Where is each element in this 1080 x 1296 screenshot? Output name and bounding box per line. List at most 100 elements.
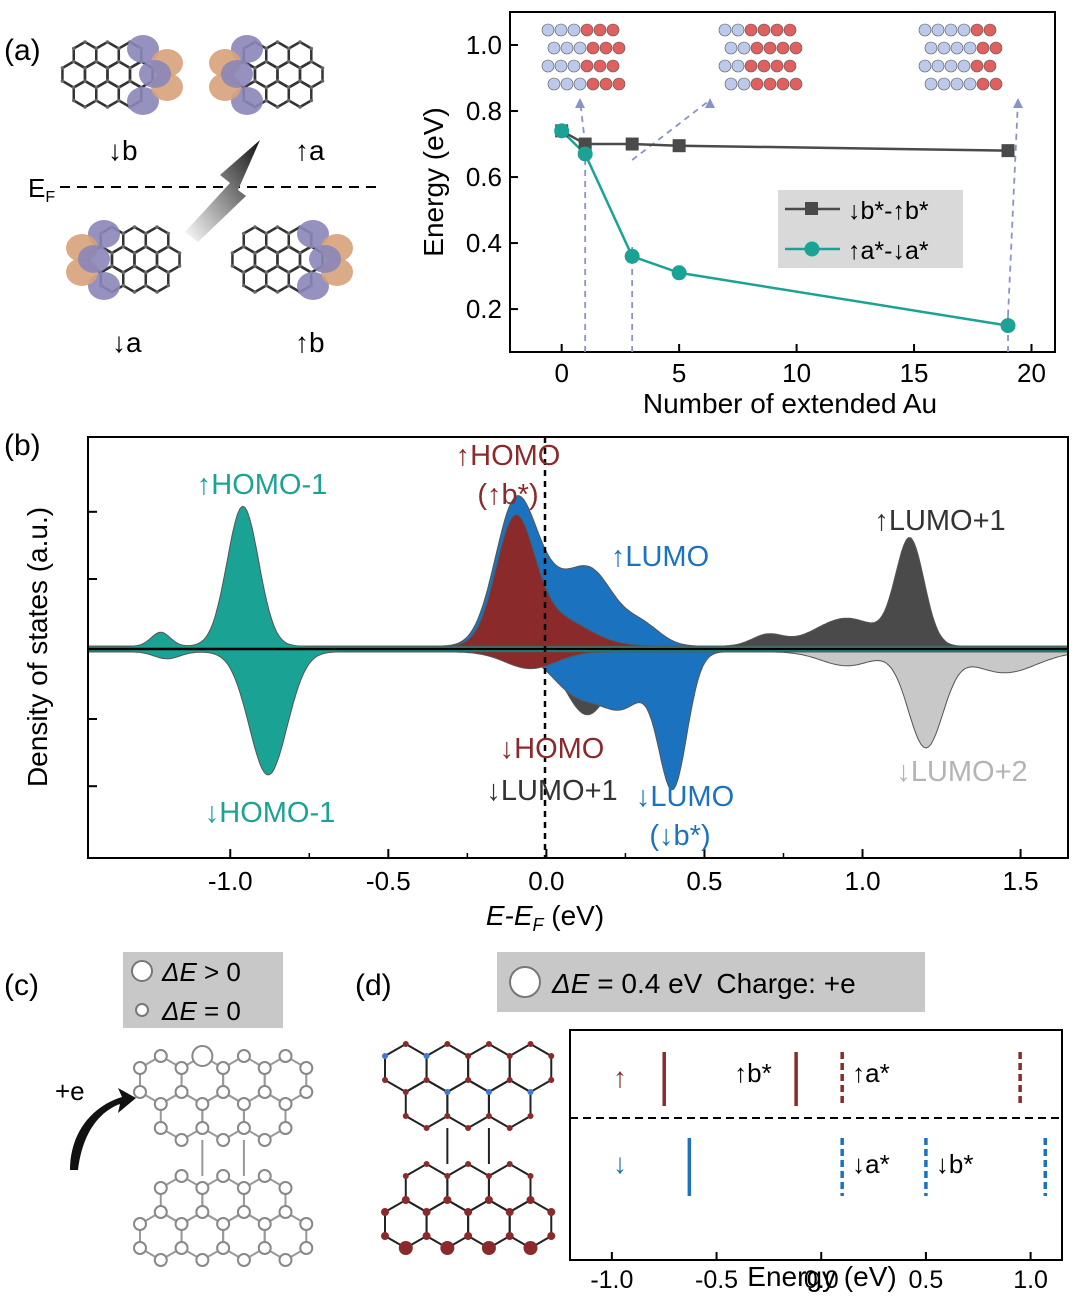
charge-site xyxy=(506,1053,513,1059)
lattice-site xyxy=(216,1169,231,1183)
x-tick-label: -0.5 xyxy=(695,1266,738,1294)
legend-marker-circle xyxy=(804,241,820,257)
lattice-site xyxy=(153,1097,168,1111)
level-label-up-a: ↑a* xyxy=(852,1058,890,1088)
inset-pointer-head xyxy=(705,98,715,108)
lattice-site xyxy=(278,1049,293,1063)
legend-small-circle xyxy=(135,1003,149,1017)
lattice-site xyxy=(257,1061,272,1075)
charge-site xyxy=(485,1041,492,1047)
inset-pointer-head xyxy=(575,98,585,108)
charge-site xyxy=(402,1089,409,1095)
fermi-level: EF xyxy=(28,173,380,206)
charge-site xyxy=(527,1089,534,1095)
charge-site xyxy=(401,1196,410,1204)
plot-frame xyxy=(87,436,1069,859)
annot-up-homo1: ↑HOMO-1 xyxy=(197,469,328,501)
lattice-site xyxy=(133,1085,147,1099)
charge-site xyxy=(381,1232,389,1240)
charge-site xyxy=(485,1113,492,1119)
x-tick-label: 10 xyxy=(782,358,811,388)
charge-site xyxy=(444,1173,451,1179)
lattice-site xyxy=(216,1061,231,1075)
legend-marker-square xyxy=(805,202,818,215)
charge-site xyxy=(485,1089,492,1095)
y-tick-label: 1.0 xyxy=(466,30,502,60)
lattice-site xyxy=(257,1217,272,1231)
charge-site xyxy=(527,1041,534,1047)
charge-site xyxy=(398,1241,413,1255)
data-point-circle xyxy=(1000,318,1016,334)
x-tick-label: -1.0 xyxy=(208,866,253,896)
charge-site xyxy=(523,1241,538,1255)
y-axis-label: Density of states (a.u.) xyxy=(22,507,53,787)
lattice-site xyxy=(216,1133,231,1147)
legend-eq-suffix: = 0 xyxy=(197,996,241,1026)
lattice-site xyxy=(174,1133,189,1147)
banner-circle xyxy=(509,966,541,998)
panel-label-b: (b) xyxy=(4,429,41,462)
charge-site xyxy=(423,1077,430,1083)
lattice-site xyxy=(236,1181,251,1195)
annot-up-homo: ↑HOMO xyxy=(456,440,561,472)
charge-site xyxy=(402,1041,409,1047)
data-point-square xyxy=(625,137,639,151)
legend-gt-label: ΔE xyxy=(161,957,197,987)
transition-arrow xyxy=(185,140,260,242)
fermi-subscript: F xyxy=(45,189,55,206)
level-label-up-b: ↑b* xyxy=(734,1058,772,1088)
x-axis-label: Number of extended Au xyxy=(643,388,937,419)
lattice-site xyxy=(257,1085,272,1099)
lattice-site xyxy=(153,1049,168,1063)
lattice-site xyxy=(195,1181,210,1195)
energy-levels: ↑b* ↑a* ↓a* ↓b* xyxy=(662,1052,1048,1196)
xlabel-sub: F xyxy=(533,915,545,935)
annot-down-homo: ↓HOMO xyxy=(500,733,605,765)
orbital-molecule xyxy=(209,35,325,115)
orbital-label-down-a: ↓a xyxy=(112,327,142,358)
legend: ↓b*-↑b* ↑a*-↓a* xyxy=(778,190,963,268)
lattice-site xyxy=(133,1241,147,1255)
dos-chart: -1.0 -0.5 0.0 0.5 1.0 1.5 E-EF (eV) Density o… xyxy=(22,436,1069,935)
legend-eq-label: ΔE xyxy=(161,996,197,1026)
lattice-site xyxy=(195,1253,210,1267)
x-tick-label: 1.5 xyxy=(1003,866,1039,896)
y-tick-label: 0.2 xyxy=(466,294,502,324)
x-axis-label: E-EF (eV) xyxy=(486,900,604,935)
charge-site xyxy=(527,1173,534,1179)
panel-c: ΔE > 0 ΔE = 0 +e xyxy=(55,952,314,1267)
charge-site xyxy=(526,1196,535,1204)
series-points xyxy=(554,123,1016,334)
charge-site xyxy=(481,1241,496,1255)
lattice-site xyxy=(153,1181,168,1195)
charge-site xyxy=(506,1125,513,1131)
charge-site xyxy=(382,1053,388,1059)
dos-area-HOMO-1 xyxy=(87,505,1069,650)
energy-level-chart: ↑ ↓ ↑b* ↑a* ↓a* ↓b* -1.0 -0.5 0.0 0.5 1.0 Energ… xyxy=(569,1029,1063,1294)
annot-up-lumo: ↑LUMO xyxy=(611,541,709,573)
x-tick-label: 0 xyxy=(554,358,568,388)
lattice-site xyxy=(299,1085,314,1099)
charge-site xyxy=(465,1077,472,1083)
lattice-site xyxy=(133,1217,147,1231)
banner-charge: Charge: +e xyxy=(716,968,855,999)
lattice-site xyxy=(174,1241,189,1255)
dos-areas xyxy=(87,495,1069,791)
orbital-label-up-a: ↑a xyxy=(295,135,325,166)
panel-label-a: (a) xyxy=(4,34,41,67)
lattice-site xyxy=(153,1205,168,1219)
level-label-down-a: ↓a* xyxy=(852,1149,890,1179)
lattice-site xyxy=(174,1169,189,1183)
orbital-label-up-b: ↑b xyxy=(295,327,325,358)
plot-frame xyxy=(569,1029,1063,1261)
lattice-site xyxy=(236,1097,251,1111)
lattice-site xyxy=(278,1253,293,1267)
x-tick-label: 0.5 xyxy=(686,866,722,896)
axis-ticks: 0 5 10 15 20 0.2 0.4 0.6 0.8 1.0 xyxy=(466,30,1046,388)
charge-site xyxy=(464,1208,473,1216)
orbital-molecule xyxy=(66,220,182,300)
charge-site xyxy=(402,1173,409,1179)
charge-site xyxy=(423,1053,430,1059)
charge-site xyxy=(422,1208,431,1216)
